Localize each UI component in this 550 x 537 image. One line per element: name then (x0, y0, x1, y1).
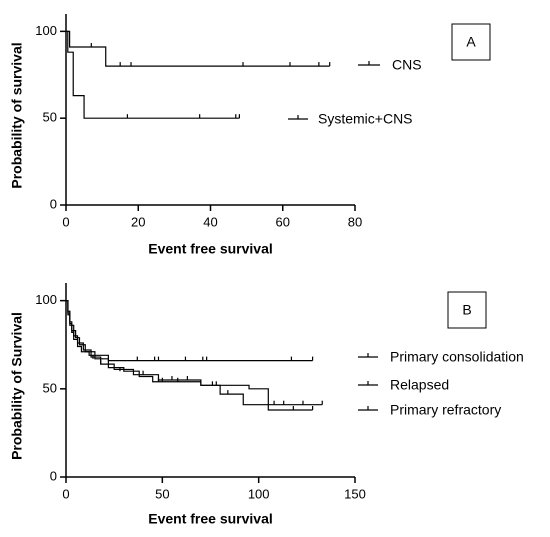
y-tick-label: 50 (43, 380, 57, 395)
legend-label: CNS (392, 57, 422, 73)
y-axis-label: Probability of Survival (9, 312, 25, 460)
y-axis-label: Probability of survival (9, 42, 25, 188)
x-tick-label: 150 (344, 486, 366, 501)
y-tick-label: 0 (50, 196, 57, 211)
panel-label: A (466, 34, 476, 50)
x-axis-label: Event free survival (148, 241, 273, 257)
survival-curve (66, 30, 330, 67)
y-tick-label: 0 (50, 468, 57, 483)
x-tick-label: 40 (203, 214, 217, 229)
legend-label: Systemic+CNS (318, 111, 413, 127)
survival-curve (66, 30, 240, 119)
panel-label: B (462, 302, 471, 318)
survival-curve (66, 300, 323, 406)
x-tick-label: 60 (276, 214, 290, 229)
legend-label: Primary refractory (390, 402, 501, 418)
y-tick-label: 100 (35, 23, 57, 38)
survival-curve (66, 300, 313, 362)
x-tick-label: 20 (131, 214, 145, 229)
x-axis-label: Event free survival (148, 511, 273, 527)
panel-box (447, 291, 487, 329)
x-tick-label: 80 (348, 214, 362, 229)
x-tick-label: 0 (62, 214, 69, 229)
x-tick-label: 0 (62, 486, 69, 501)
x-tick-label: 50 (155, 486, 169, 501)
legend-label: Primary consolidation (390, 349, 524, 365)
panel-box (451, 23, 491, 61)
y-tick-label: 50 (43, 110, 57, 125)
x-tick-label: 100 (248, 486, 270, 501)
y-tick-label: 100 (35, 292, 57, 307)
legend-label: Relapsed (390, 377, 449, 393)
